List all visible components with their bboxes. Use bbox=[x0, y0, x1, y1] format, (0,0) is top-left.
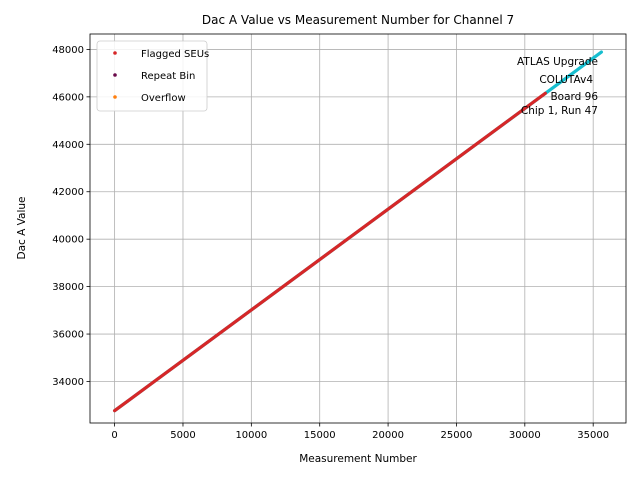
legend-label-overflow: Overflow bbox=[141, 93, 186, 104]
annotation-line-3: Board 96 bbox=[550, 91, 598, 103]
legend-box bbox=[96, 40, 208, 112]
annotation-line-1: ATLAS Upgrade bbox=[517, 56, 598, 68]
x-tick-label: 25000 bbox=[441, 430, 473, 441]
legend-label-flagged-seus: Flagged SEUs bbox=[141, 49, 209, 60]
x-axis-label: Measurement Number bbox=[299, 453, 417, 465]
grid bbox=[90, 34, 626, 423]
x-tick-label: 20000 bbox=[372, 430, 404, 441]
annotation-line-4: Chip 1, Run 47 bbox=[521, 105, 598, 117]
y-tick-label: 40000 bbox=[52, 235, 84, 246]
y-axis: 34000 36000 38000 40000 42000 44000 46000 48000 bbox=[52, 45, 90, 388]
run-info-annotation: ATLAS Upgrade COLUTAv4 Board 96 Chip 1, … bbox=[517, 56, 598, 117]
x-tick-label: 0 bbox=[111, 430, 117, 441]
y-tick-label: 36000 bbox=[52, 330, 84, 341]
legend: Flagged SEUs Repeat Bin Overflow bbox=[96, 40, 209, 112]
x-tick-label: 10000 bbox=[235, 430, 267, 441]
legend-marker-overflow bbox=[113, 95, 117, 99]
x-tick-label: 5000 bbox=[170, 430, 195, 441]
x-tick-label: 35000 bbox=[577, 430, 609, 441]
y-tick-label: 48000 bbox=[52, 45, 84, 56]
x-axis: 0 5000 10000 15000 20000 25000 30000 35000 bbox=[111, 423, 609, 441]
x-tick-label: 30000 bbox=[509, 430, 541, 441]
chart-title: Dac A Value vs Measurement Number for Ch… bbox=[202, 13, 514, 27]
y-tick-label: 38000 bbox=[52, 282, 84, 293]
y-tick-label: 42000 bbox=[52, 187, 84, 198]
y-tick-label: 34000 bbox=[52, 377, 84, 388]
legend-label-repeat-bin: Repeat Bin bbox=[141, 71, 195, 82]
series-layer bbox=[113, 50, 603, 413]
series-1-points bbox=[113, 91, 547, 413]
y-axis-label: Dac A Value bbox=[16, 197, 28, 260]
plot-frame bbox=[89, 33, 627, 424]
legend-marker-flagged-seus bbox=[113, 51, 117, 55]
x-tick-label: 15000 bbox=[304, 430, 336, 441]
y-tick-label: 44000 bbox=[52, 140, 84, 151]
annotation-line-2: COLUTAv4 bbox=[539, 74, 593, 86]
legend-marker-repeat-bin bbox=[113, 73, 117, 77]
y-tick-label: 46000 bbox=[52, 92, 84, 103]
